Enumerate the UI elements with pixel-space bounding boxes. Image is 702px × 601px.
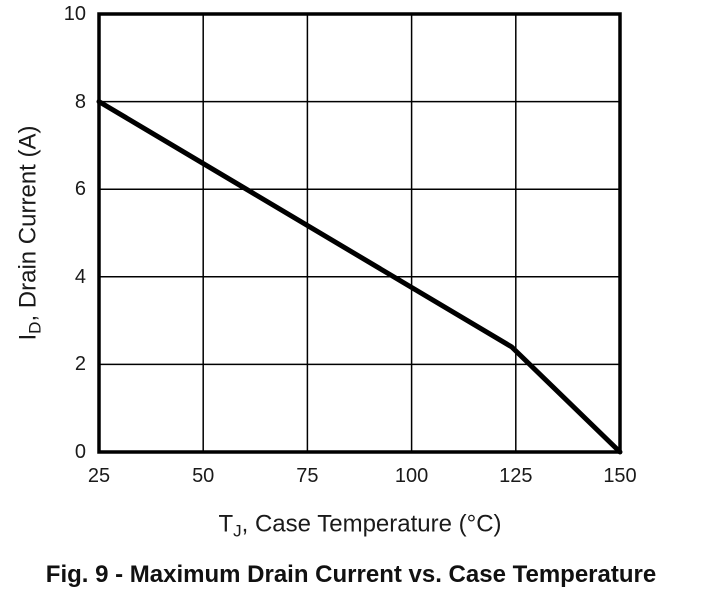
- y-tick-label: 10: [63, 3, 86, 25]
- x-tick-label: 75: [296, 465, 319, 487]
- series-line-maximum-drain-current: [96, 99, 623, 455]
- x-axis-symbol: T: [218, 510, 234, 538]
- y-tick-label: 4: [74, 265, 86, 288]
- x-tick-label: 125: [499, 465, 533, 487]
- y-axis-text: , Drain Current (A): [14, 125, 42, 322]
- y-tick-label: 0: [74, 441, 86, 463]
- x-tick-label: 50: [192, 465, 215, 487]
- y-axis-symbol: I: [14, 333, 42, 341]
- y-axis-label: ID, Drain Current (A): [15, 126, 46, 341]
- y-axis-subscript: D: [25, 321, 45, 334]
- x-axis-subscript: J: [233, 521, 242, 541]
- figure-caption: Fig. 9 - Maximum Drain Current vs. Case …: [45, 561, 657, 588]
- x-tick-label: 25: [87, 465, 111, 487]
- plot-border: [97, 12, 622, 454]
- y-tick-label: 8: [74, 90, 86, 113]
- x-tick-label: 100: [394, 465, 429, 487]
- x-axis-text: , Case Temperature (°C): [241, 510, 502, 538]
- y-tick-label: 6: [74, 178, 86, 201]
- x-tick-label: 150: [603, 465, 637, 487]
- x-axis-label: TJ, Case Temperature (°C): [218, 511, 501, 542]
- y-tick-label: 2: [74, 353, 86, 376]
